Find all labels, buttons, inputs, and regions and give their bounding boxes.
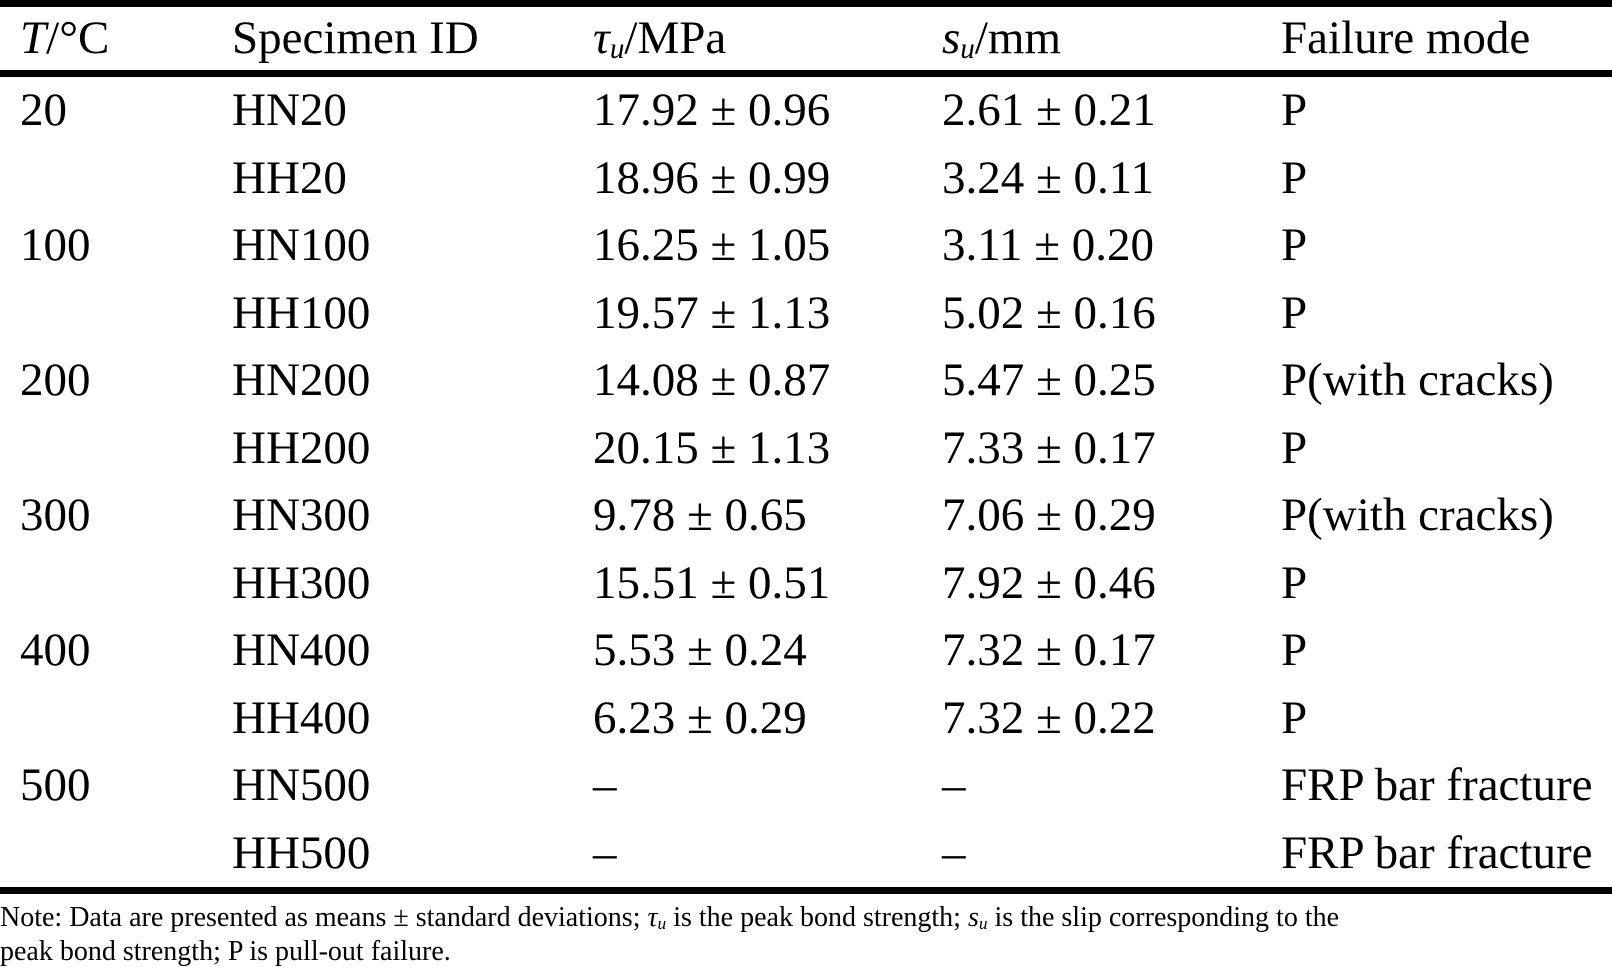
table-note: Note: Data are presented as means ± stan… (0, 894, 1612, 969)
cell-specimen-id: HN300 (232, 489, 371, 541)
table-row: 20 HN20 17.92 ± 0.96 2.61 ± 0.21 P (0, 77, 1612, 145)
temperature-unit: /°C (46, 12, 110, 64)
note-text: peak bond strength; P is pull-out failur… (0, 936, 451, 967)
table-body: 20 HN20 17.92 ± 0.96 2.61 ± 0.21 P HH20 … (0, 77, 1612, 887)
cell-failure-mode: FRP bar fracture (1281, 759, 1593, 811)
cell-temperature: 200 (20, 354, 91, 406)
table-row: 200 HN200 14.08 ± 0.87 5.47 ± 0.25 P(wit… (0, 347, 1612, 415)
cell-failure-mode: P (1281, 691, 1308, 744)
cell-slip: 7.33 ± 0.17 (942, 421, 1156, 474)
note-slip-symbol: s (967, 902, 979, 933)
cell-temperature: 500 (20, 759, 91, 811)
cell-bond-strength: 18.96 ± 0.99 (593, 151, 831, 204)
cell-specimen-id: HN500 (232, 759, 371, 811)
cell-specimen-id: HH100 (232, 286, 371, 339)
table-header-row: T/°C Specimen ID τu/MPa su/mm Failure mo… (0, 7, 1612, 70)
cell-slip: 7.32 ± 0.22 (942, 691, 1156, 744)
note-text: is the peak bond strength; (666, 902, 968, 933)
cell-failure-mode: P (1281, 624, 1308, 676)
cell-bond-strength: 9.78 ± 0.65 (593, 489, 807, 541)
slip-symbol: s (942, 12, 961, 64)
cell-failure-mode: P (1281, 421, 1308, 474)
header-divider-rule (0, 70, 1612, 77)
table-row: HH20 18.96 ± 0.99 3.24 ± 0.11 P (0, 145, 1612, 213)
cell-specimen-id: HN400 (232, 624, 371, 676)
tau-symbol: τ (593, 12, 610, 64)
table-row: HH300 15.51 ± 0.51 7.92 ± 0.46 P (0, 550, 1612, 618)
cell-failure-mode: P(with cracks) (1281, 489, 1554, 541)
table-row: 400 HN400 5.53 ± 0.24 7.32 ± 0.17 P (0, 617, 1612, 685)
note-slip-subscript: u (978, 914, 988, 934)
cell-specimen-id: HH400 (232, 691, 371, 744)
note-line-2: peak bond strength; P is pull-out failur… (0, 935, 1612, 969)
bond-strength-unit: /MPa (624, 12, 727, 64)
cell-bond-strength: 19.57 ± 1.13 (593, 286, 831, 339)
cell-failure-mode: P (1281, 556, 1308, 609)
cell-temperature: 300 (20, 489, 91, 541)
cell-failure-mode: P (1281, 286, 1308, 339)
cell-specimen-id: HH20 (232, 151, 347, 204)
cell-bond-strength: – (593, 759, 617, 811)
col-header-temperature: T/°C (0, 7, 228, 70)
cell-bond-strength: 15.51 ± 0.51 (593, 556, 831, 609)
cell-temperature: 20 (20, 84, 67, 136)
failure-mode-label: Failure mode (1281, 12, 1531, 64)
cell-failure-mode: P(with cracks) (1281, 354, 1554, 406)
cell-slip: 7.92 ± 0.46 (942, 556, 1156, 609)
table-row: 300 HN300 9.78 ± 0.65 7.06 ± 0.29 P(with… (0, 482, 1612, 550)
table-top-rule (0, 0, 1612, 7)
cell-slip: 7.32 ± 0.17 (942, 624, 1156, 676)
cell-slip: 7.06 ± 0.29 (942, 489, 1156, 541)
specimen-id-label: Specimen ID (232, 12, 479, 64)
table-row: 100 HN100 16.25 ± 1.05 3.11 ± 0.20 P (0, 212, 1612, 280)
tau-subscript: u (609, 33, 625, 66)
note-line-1: Note: Data are presented as means ± stan… (0, 901, 1612, 935)
note-tau-symbol: τ (647, 902, 658, 933)
cell-specimen-id: HH300 (232, 556, 371, 609)
cell-failure-mode: P (1281, 84, 1308, 136)
cell-specimen-id: HN20 (232, 84, 347, 136)
cell-temperature: 100 (20, 219, 91, 271)
table-bottom-rule (0, 887, 1612, 894)
temperature-symbol: T (20, 12, 47, 64)
cell-specimen-id: HH500 (232, 826, 371, 879)
cell-slip: 3.24 ± 0.11 (942, 151, 1155, 204)
cell-specimen-id: HN200 (232, 354, 371, 406)
cell-slip: 5.02 ± 0.16 (942, 286, 1156, 339)
table-row: HH400 6.23 ± 0.29 7.32 ± 0.22 P (0, 685, 1612, 753)
table-row: HH100 19.57 ± 1.13 5.02 ± 0.16 P (0, 280, 1612, 348)
cell-specimen-id: HN100 (232, 219, 371, 271)
note-text: Note: Data are presented as means ± stan… (0, 902, 648, 933)
cell-slip: – (942, 826, 966, 879)
cell-failure-mode: P (1281, 151, 1308, 204)
slip-unit: /mm (974, 12, 1062, 64)
cell-bond-strength: 17.92 ± 0.96 (593, 84, 831, 136)
cell-bond-strength: – (593, 826, 617, 879)
table-row: HH500 – – FRP bar fracture (0, 820, 1612, 888)
cell-temperature: 400 (20, 624, 91, 676)
cell-failure-mode: FRP bar fracture (1281, 826, 1593, 879)
cell-slip: 3.11 ± 0.20 (942, 219, 1155, 271)
table-row: 500 HN500 – – FRP bar fracture (0, 752, 1612, 820)
note-text: is the slip corresponding to the (987, 902, 1340, 933)
cell-slip: 5.47 ± 0.25 (942, 354, 1156, 406)
table-row: HH200 20.15 ± 1.13 7.33 ± 0.17 P (0, 415, 1612, 483)
cell-bond-strength: 16.25 ± 1.05 (593, 219, 831, 271)
cell-specimen-id: HH200 (232, 421, 371, 474)
cell-bond-strength: 6.23 ± 0.29 (593, 691, 807, 744)
cell-bond-strength: 20.15 ± 1.13 (593, 421, 831, 474)
col-header-specimen-id: Specimen ID (232, 7, 589, 70)
note-tau-subscript: u (657, 914, 667, 934)
col-header-bond-strength: τu/MPa (593, 7, 938, 70)
slip-subscript: u (960, 33, 975, 66)
cell-failure-mode: P (1281, 219, 1308, 271)
col-header-slip: su/mm (942, 7, 1277, 70)
cell-bond-strength: 5.53 ± 0.24 (593, 624, 807, 676)
cell-slip: 2.61 ± 0.21 (942, 84, 1156, 136)
cell-slip: – (942, 759, 966, 811)
col-header-failure-mode: Failure mode (1281, 7, 1612, 70)
cell-bond-strength: 14.08 ± 0.87 (593, 354, 831, 406)
